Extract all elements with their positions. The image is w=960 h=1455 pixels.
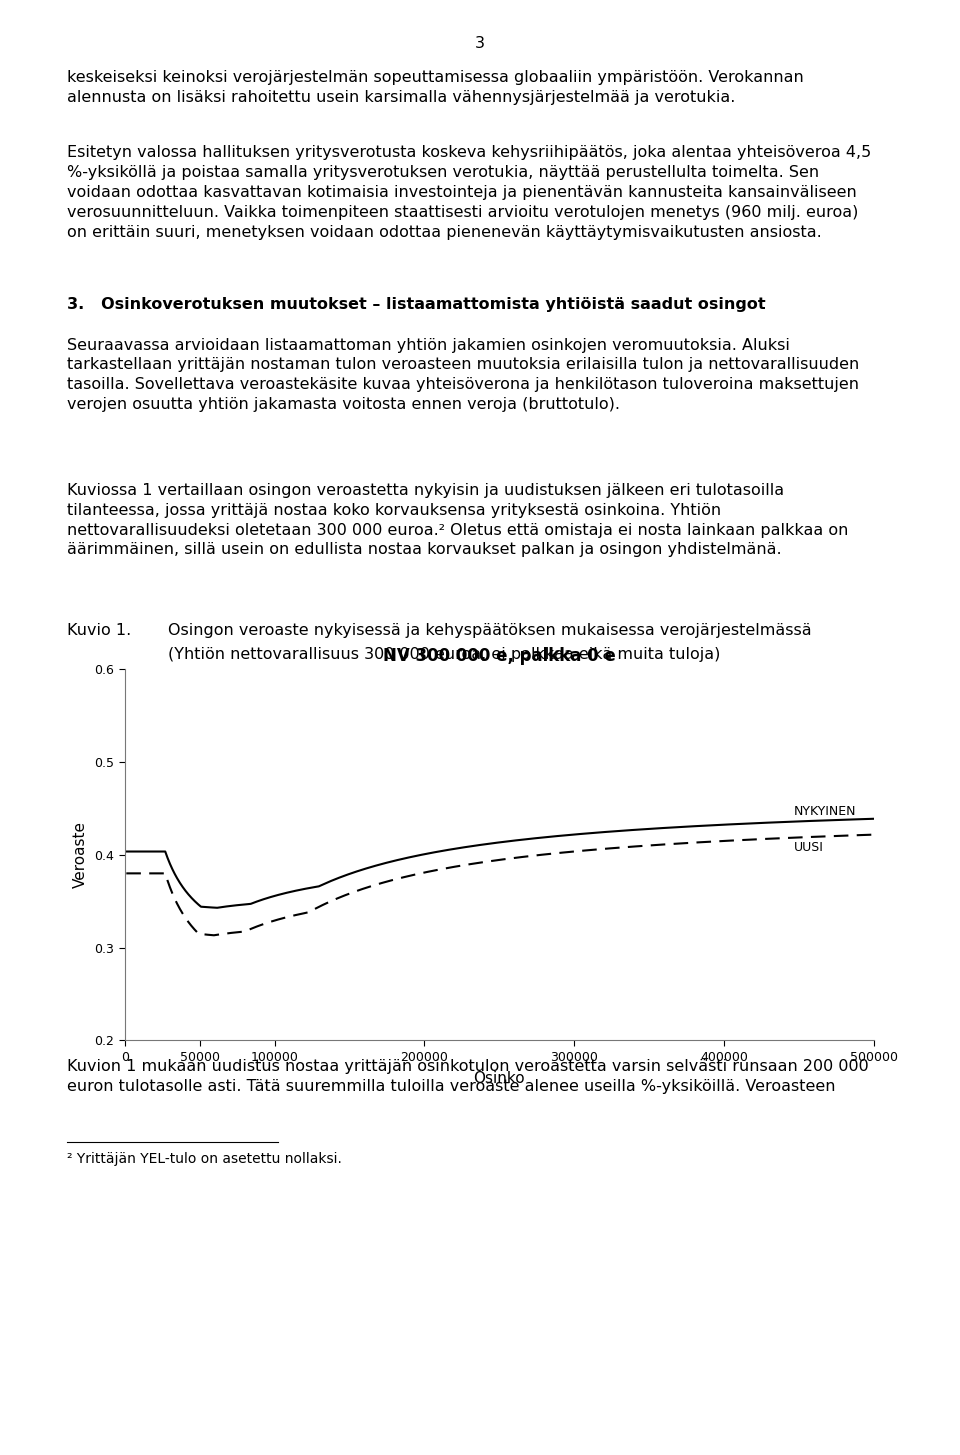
Text: Kuviossa 1 vertaillaan osingon veroastetta nykyisin ja uudistuksen jälkeen eri t: Kuviossa 1 vertaillaan osingon veroastet… — [67, 483, 849, 557]
Text: keskeiseksi keinoksi verojärjestelmän sopeuttamisessa globaaliin ympäristöön. Ve: keskeiseksi keinoksi verojärjestelmän so… — [67, 70, 804, 105]
Text: Osingon veroaste nykyisessä ja kehyspäätöksen mukaisessa verojärjestelmässä: Osingon veroaste nykyisessä ja kehyspäät… — [168, 623, 811, 637]
Text: 3: 3 — [475, 36, 485, 51]
Text: Esitetyn valossa hallituksen yritysverotusta koskeva kehysriihipäätös, joka alen: Esitetyn valossa hallituksen yritysverot… — [67, 146, 872, 240]
Text: (Yhtiön nettovarallisuus 300 000 euroa, ei palkkaa eikä muita tuloja): (Yhtiön nettovarallisuus 300 000 euroa, … — [168, 647, 720, 662]
Text: ² Yrittäjän YEL-tulo on asetettu nollaksi.: ² Yrittäjän YEL-tulo on asetettu nollaks… — [67, 1152, 342, 1167]
Y-axis label: Veroaste: Veroaste — [72, 821, 87, 889]
Text: UUSI: UUSI — [794, 841, 824, 854]
Text: Kuvio 1.: Kuvio 1. — [67, 623, 132, 637]
Text: Seuraavassa arvioidaan listaamattoman yhtiön jakamien osinkojen veromuutoksia. A: Seuraavassa arvioidaan listaamattoman yh… — [67, 338, 859, 412]
Text: NYKYINEN: NYKYINEN — [794, 805, 856, 818]
X-axis label: Osinko: Osinko — [473, 1071, 525, 1085]
Text: Kuvion 1 mukaan uudistus nostaa yrittäjän osinkotulon veroastetta varsin selväst: Kuvion 1 mukaan uudistus nostaa yrittäjä… — [67, 1059, 869, 1094]
Text: 3.   Osinkoverotuksen muutokset – listaamattomista yhtiöistä saadut osingot: 3. Osinkoverotuksen muutokset – listaama… — [67, 297, 766, 311]
Title: NV 300 000 e, palkka 0 e: NV 300 000 e, palkka 0 e — [383, 647, 615, 665]
